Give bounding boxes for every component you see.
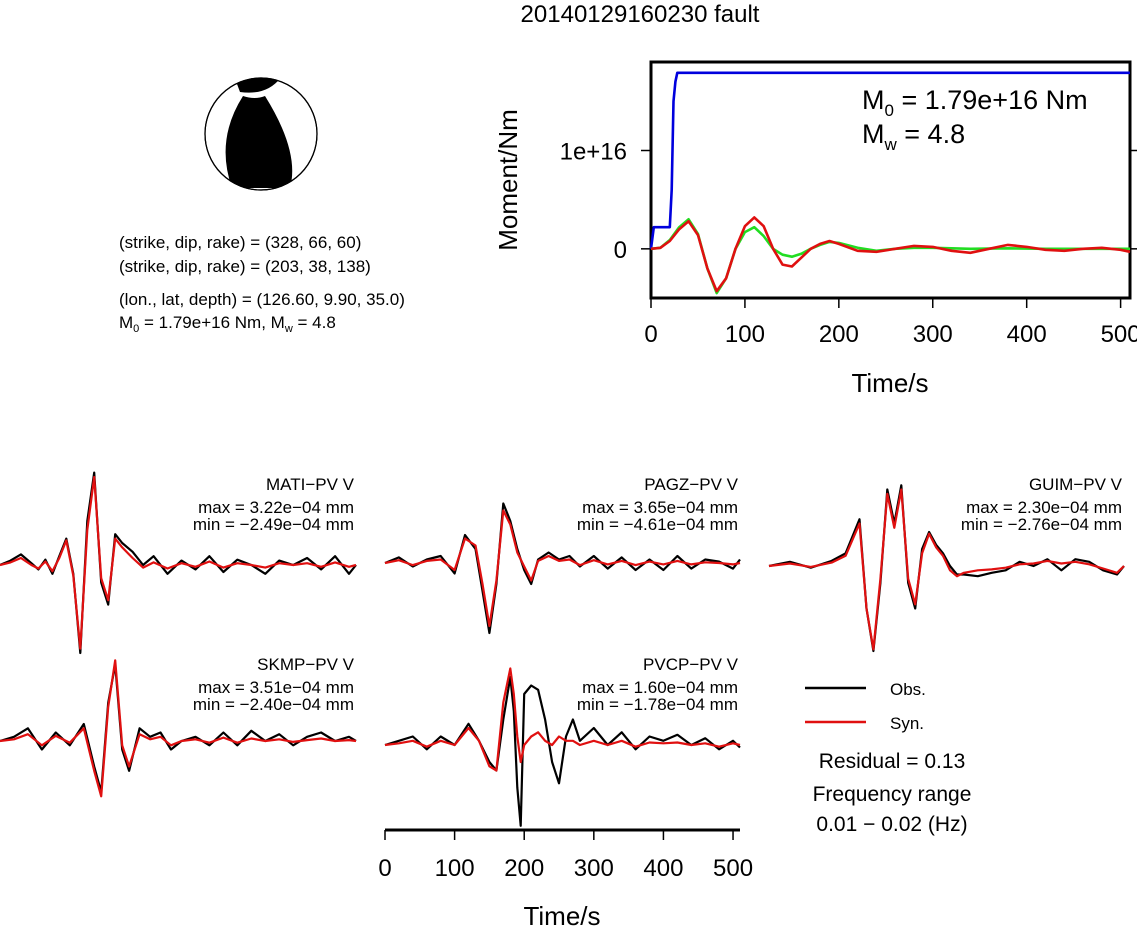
moment-series-line-2 bbox=[650, 216, 1131, 293]
waveform-x-tick-label: 500 bbox=[713, 855, 753, 882]
observed-trace bbox=[0, 663, 357, 794]
moment-y-tick-label: 0 bbox=[614, 237, 627, 264]
station-name: GUIM−PV V bbox=[1029, 475, 1123, 494]
moment-x-tick-label: 0 bbox=[644, 321, 657, 348]
waveform-xlabel: Time/s bbox=[523, 901, 600, 926]
synthetic-trace bbox=[768, 488, 1125, 651]
moment-m0-label: M0 = 1.79e+16 Nm bbox=[862, 85, 1088, 120]
moment-rate-panel: Moment/Nm Time/s M0 = 1.79e+16 Nm Mw = 4… bbox=[493, 60, 1137, 398]
mechanism-text: (strike, dip, rake) = (328, 66, 60) (str… bbox=[119, 233, 405, 335]
station-min: min = −2.76e−04 mm bbox=[961, 515, 1122, 534]
station-name: MATI−PV V bbox=[266, 475, 355, 494]
moment-panel-frame bbox=[649, 60, 1132, 300]
station-min: min = −2.49e−04 mm bbox=[193, 515, 354, 534]
waveform-time-axis: Time/s 0 100 200 300 400 500 bbox=[378, 828, 753, 926]
station-max: max = 3.22e−04 mm bbox=[198, 498, 354, 517]
synthetic-trace bbox=[0, 659, 357, 798]
nodal-plane-2: (strike, dip, rake) = (203, 38, 138) bbox=[119, 257, 371, 276]
figure-title: 20140129160230 fault bbox=[521, 1, 760, 28]
moment-mw-label: Mw = 4.8 bbox=[862, 119, 965, 154]
synthetic-trace bbox=[384, 509, 741, 628]
waveform-x-tick-label: 0 bbox=[378, 855, 391, 882]
moment-x-tick-label: 100 bbox=[725, 321, 765, 348]
station-max: max = 2.30e−04 mm bbox=[966, 498, 1122, 517]
moment-axes: 0 100 200 300 400 500 0 1e+16 bbox=[560, 139, 1137, 348]
frequency-value: 0.01 − 0.02 (Hz) bbox=[816, 813, 967, 836]
station-max: max = 3.51e−04 mm bbox=[198, 678, 354, 697]
legend-obs-label: Obs. bbox=[890, 680, 926, 699]
frequency-title: Frequency range bbox=[813, 783, 972, 806]
moment-x-tick-label: 500 bbox=[1101, 321, 1137, 348]
moment-xlabel: Time/s bbox=[851, 368, 928, 398]
station-min: min = −4.61e−04 mm bbox=[577, 515, 738, 534]
legend: Obs. Syn. Residual = 0.13 Frequency rang… bbox=[805, 680, 971, 836]
station-max: max = 3.65e−04 mm bbox=[582, 498, 738, 517]
waveform-x-tick-label: 200 bbox=[504, 855, 544, 882]
waveform-x-tick-label: 100 bbox=[435, 855, 475, 882]
station-min: min = −1.78e−04 mm bbox=[577, 695, 738, 714]
residual-label: Residual = 0.13 bbox=[819, 750, 966, 773]
station-name: PVCP−PV V bbox=[643, 655, 739, 674]
station-max: max = 1.60e−04 mm bbox=[582, 678, 738, 697]
moment-x-tick-label: 200 bbox=[819, 321, 859, 348]
moment-y-tick-label: 1e+16 bbox=[560, 139, 627, 166]
beachball bbox=[204, 77, 318, 191]
synthetic-trace bbox=[384, 667, 741, 772]
waveform-x-tick-label: 400 bbox=[643, 855, 683, 882]
station-name: PAGZ−PV V bbox=[644, 475, 738, 494]
beachball-compression-quadrant bbox=[225, 96, 293, 188]
moment-x-tick-label: 400 bbox=[1007, 321, 1047, 348]
legend-syn-label: Syn. bbox=[890, 714, 924, 733]
moment-x-tick-label: 300 bbox=[913, 321, 953, 348]
waveform-x-tick-label: 300 bbox=[574, 855, 614, 882]
nodal-plane-1: (strike, dip, rake) = (328, 66, 60) bbox=[119, 233, 361, 252]
observed-trace bbox=[384, 675, 741, 827]
station-name: SKMP−PV V bbox=[257, 655, 355, 674]
moment-series bbox=[649, 71, 1131, 295]
moment-magnitude-line: M0 = 1.79e+16 Nm, Mw = 4.8 bbox=[119, 313, 336, 335]
synthetic-trace bbox=[0, 475, 357, 650]
station-min: min = −2.40e−04 mm bbox=[193, 695, 354, 714]
moment-ylabel: Moment/Nm bbox=[493, 109, 523, 251]
moment-series-line-0 bbox=[649, 71, 1130, 249]
hypocenter: (lon., lat, depth) = (126.60, 9.90, 35.0… bbox=[119, 290, 405, 309]
